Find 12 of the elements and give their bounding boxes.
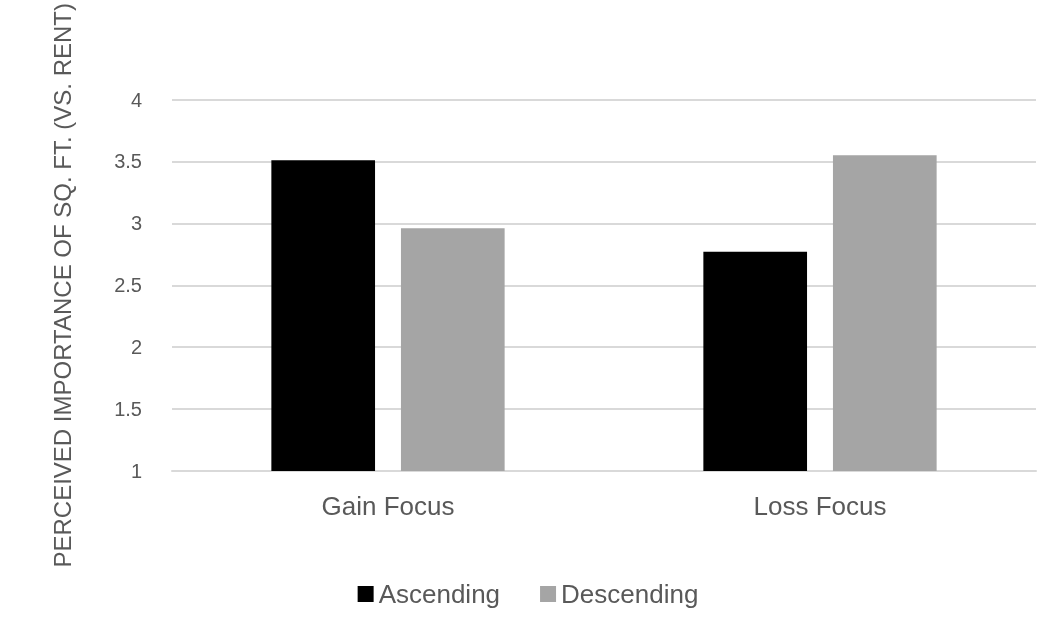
x-tick-label: Loss Focus: [753, 491, 887, 521]
legend-label: Descending: [561, 579, 699, 609]
y-tick-label: 3.5: [114, 150, 142, 173]
y-tick-label: 1.5: [114, 398, 142, 421]
y-tick-label: 2.5: [114, 274, 142, 297]
y-tick-label: 4: [130, 88, 142, 111]
x-tick-label: Gain Focus: [321, 491, 455, 521]
y-tick-label: 2: [130, 336, 142, 359]
y-tick-label: 3: [130, 212, 142, 235]
y-tick-label: 1: [130, 460, 142, 482]
legend-label: Ascending: [378, 579, 501, 609]
y-axis-title: PERCEIVED IMPORTANCE OF SQ. FT. (VS. RENT): [48, 2, 76, 568]
